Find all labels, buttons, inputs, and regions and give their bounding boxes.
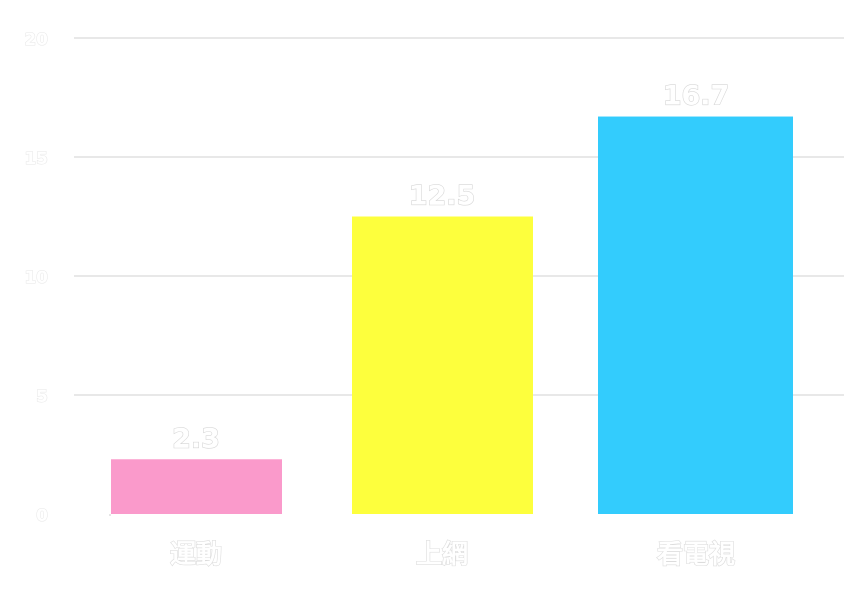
y-axis-ticks: 0 5 10 15 20 — [24, 30, 49, 527]
bars — [111, 116, 793, 514]
y-tick-label: 0 — [36, 506, 48, 526]
data-label: 2.3 — [172, 423, 220, 454]
data-labels: 2.3 12.5 16.7 — [171, 80, 730, 455]
bar — [111, 459, 282, 514]
data-label: 12.5 — [409, 181, 476, 212]
category-label: 運動 — [170, 540, 222, 570]
category-labels: 運動 上網 看電視 — [169, 538, 735, 570]
category-label: 上網 — [416, 539, 468, 570]
data-label: 16.7 — [663, 81, 730, 112]
bar — [598, 116, 793, 514]
y-tick-label: 10 — [24, 268, 48, 288]
y-tick-label: 15 — [24, 149, 48, 169]
y-tick-label: 20 — [24, 30, 48, 50]
bar — [352, 216, 533, 514]
category-label: 看電視 — [657, 540, 735, 570]
y-tick-label: 5 — [36, 387, 48, 407]
